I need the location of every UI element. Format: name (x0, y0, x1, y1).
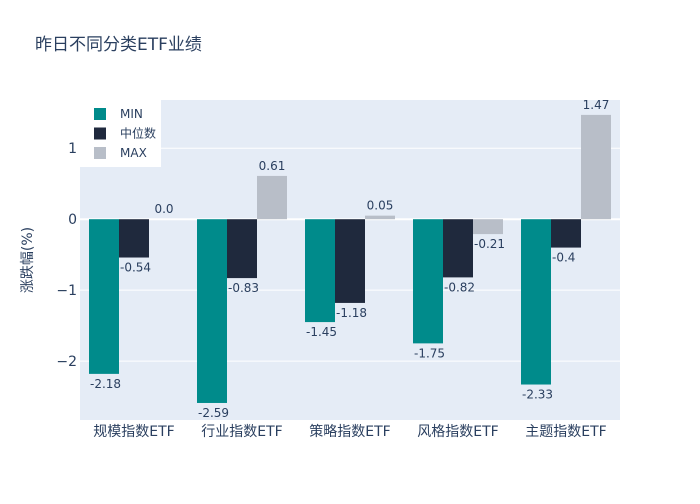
y-axis-title: 涨跌幅(%) (20, 227, 36, 293)
x-tick-label: 主题指数ETF (525, 424, 606, 440)
legend-swatch (94, 127, 106, 140)
x-tick-label: 策略指数ETF (309, 423, 390, 440)
legend-swatch (94, 108, 106, 120)
legend-label: 中位数 (120, 126, 156, 141)
legend-item[interactable]: MIN (94, 107, 143, 121)
bar[interactable] (89, 219, 119, 374)
data-label: -1.75 (414, 346, 445, 360)
x-tick-label: 行业指数ETF (201, 424, 282, 440)
y-tick-label: −1 (56, 283, 77, 299)
x-axis: 规模指数ETF 行业指数ETF 策略指数ETF 风格指数ETF 主题指数ETF (93, 423, 606, 440)
data-label: -0.82 (444, 280, 475, 294)
bar[interactable] (521, 219, 551, 385)
data-label: -1.18 (336, 306, 367, 320)
bar[interactable] (473, 219, 503, 235)
bar[interactable] (551, 219, 581, 248)
bars (89, 114, 611, 403)
legend-label: MAX (120, 146, 147, 160)
y-tick-label: 0 (68, 212, 77, 228)
data-label: 0.61 (259, 159, 286, 173)
bar[interactable] (413, 219, 443, 344)
bar[interactable] (443, 219, 473, 278)
data-label: -0.54 (120, 261, 151, 275)
y-tick-label: 1 (68, 141, 77, 157)
bar[interactable] (335, 219, 365, 303)
y-tick-label: −2 (56, 354, 77, 370)
data-label: -2.59 (198, 406, 229, 420)
bar[interactable] (197, 219, 227, 403)
chart-title: 昨日不同分类ETF业绩 (35, 35, 202, 55)
data-label: 0.05 (367, 199, 394, 213)
legend-item[interactable]: 中位数 (94, 126, 156, 141)
legend-swatch (94, 147, 106, 159)
x-tick-label: 风格指数ETF (417, 424, 498, 440)
bar[interactable] (227, 219, 257, 279)
legend-item[interactable]: MAX (94, 146, 147, 160)
x-tick-label: 规模指数ETF (93, 424, 174, 440)
bar[interactable] (257, 175, 287, 220)
bar[interactable] (365, 215, 395, 220)
legend[interactable]: MIN 中位数 MAX (80, 100, 161, 167)
data-label: -2.18 (90, 377, 121, 391)
data-label: -1.45 (306, 325, 337, 339)
data-label: -0.83 (228, 281, 259, 295)
bar[interactable] (119, 219, 149, 258)
data-labels: -2.18 -0.54 0.0 -2.59 -0.83 0.61 -1.45 -1.18 0.0… (90, 98, 609, 420)
bar[interactable] (581, 114, 611, 220)
data-label: 1.47 (583, 98, 610, 112)
data-label: 0.0 (154, 202, 173, 216)
bar[interactable] (305, 219, 335, 323)
data-label: -2.33 (522, 388, 553, 402)
data-label: -0.4 (552, 251, 575, 265)
y-axis: −2 −1 0 1 (56, 141, 77, 370)
data-label: -0.21 (474, 237, 505, 251)
legend-background (80, 100, 161, 167)
legend-label: MIN (120, 107, 143, 121)
